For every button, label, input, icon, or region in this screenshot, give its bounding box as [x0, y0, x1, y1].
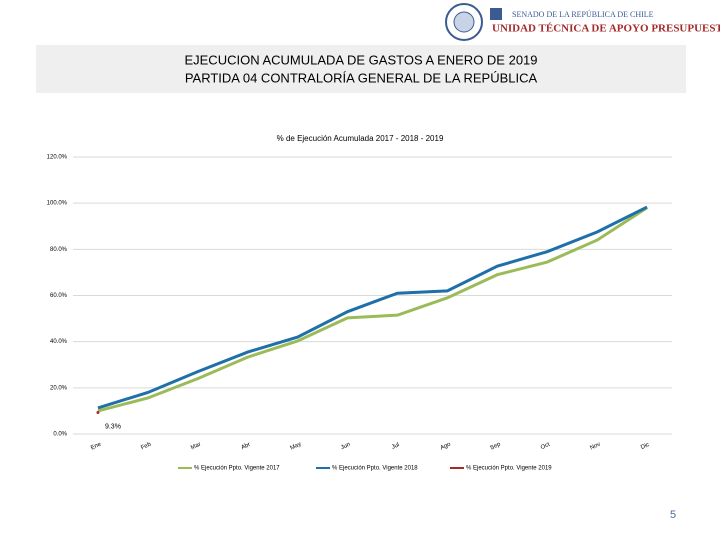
legend-label: % Ejecución Ppto. Vigente 2018 — [332, 466, 418, 472]
slide-title: EJECUCION ACUMULADA DE GASTOS A ENERO DE… — [184, 52, 537, 67]
y-tick-label: 80.0% — [50, 247, 68, 253]
chart-title: % de Ejecución Acumulada 2017 - 2018 - 2… — [277, 134, 444, 143]
logo-mark — [490, 8, 502, 20]
x-tick-label: Sep — [489, 441, 502, 451]
x-tick-label: May — [289, 441, 302, 451]
legend-label: % Ejecución Ppto. Vigente 2017 — [194, 466, 280, 472]
x-tick-label: Dic — [640, 442, 650, 451]
header-line: UNIDAD TÉCNICA DE APOYO PRESUPUESTARIO — [492, 23, 720, 35]
x-tick-label: Nov — [589, 442, 601, 452]
x-tick-label: Ago — [440, 441, 453, 451]
x-tick-label: Feb — [140, 441, 153, 451]
y-tick-label: 60.0% — [50, 293, 68, 299]
x-tick-label: Jul — [391, 442, 400, 451]
y-tick-label: 120.0% — [47, 155, 68, 161]
data-label: 9.3% — [105, 423, 121, 430]
title-box — [36, 45, 686, 93]
legend-label: % Ejecución Ppto. Vigente 2019 — [466, 466, 552, 472]
x-tick-label: Oct — [540, 442, 551, 452]
logo-inner — [453, 11, 475, 33]
slide-title: PARTIDA 04 CONTRALORÍA GENERAL DE LA REP… — [185, 70, 538, 85]
series-line — [97, 205, 648, 410]
x-tick-label: Mar — [190, 442, 202, 452]
x-tick-label: Jun — [340, 442, 351, 452]
y-tick-label: 100.0% — [47, 201, 68, 207]
x-tick-label: Abr — [240, 442, 251, 451]
page-number: 5 — [670, 509, 676, 521]
y-tick-label: 40.0% — [50, 339, 68, 345]
x-tick-label: Ene — [90, 441, 103, 451]
y-tick-label: 0.0% — [53, 432, 67, 438]
series-line — [97, 206, 648, 413]
y-tick-label: 20.0% — [50, 385, 68, 391]
header-line: SENADO DE LA REPÚBLICA DE CHILE — [512, 9, 654, 19]
series-point — [96, 411, 100, 415]
